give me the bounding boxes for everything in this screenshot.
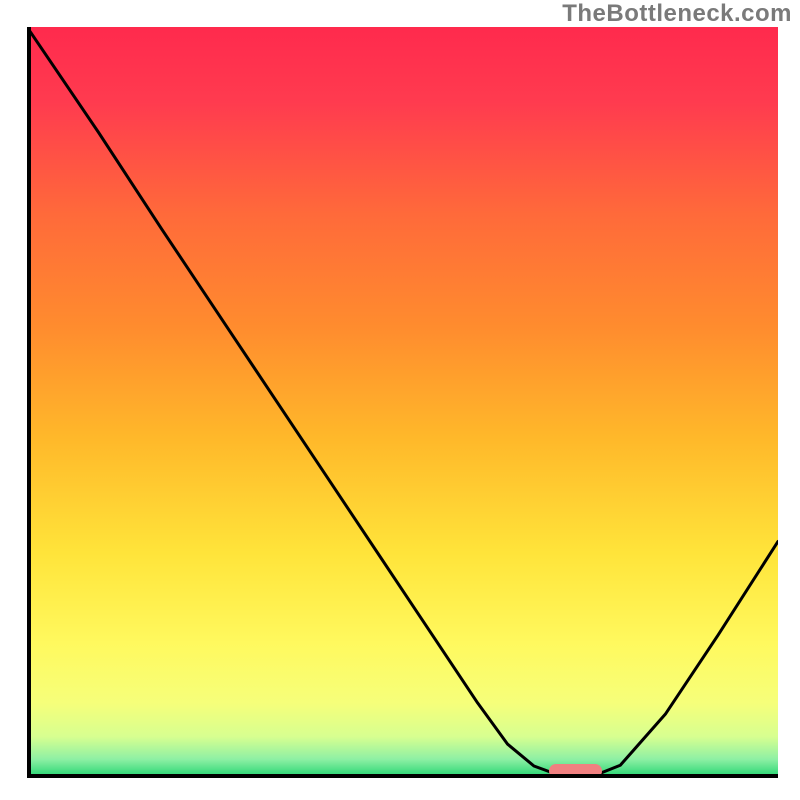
bottleneck-curve [27,27,778,778]
plot-area [27,27,778,778]
bottleneck-chart: TheBottleneck.com [0,0,800,800]
y-axis [27,27,31,778]
watermark-text: TheBottleneck.com [562,0,792,28]
x-axis [27,774,778,778]
